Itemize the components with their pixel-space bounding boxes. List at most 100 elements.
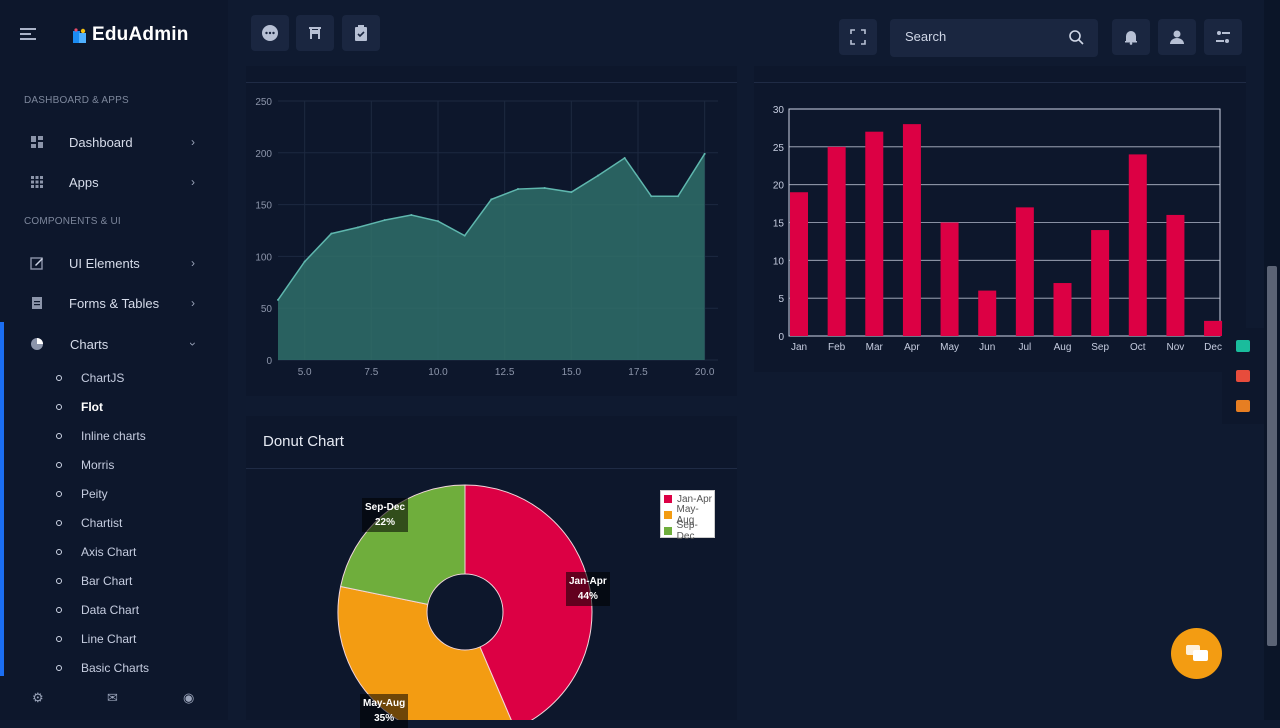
y-tick-label: 20 <box>773 181 785 192</box>
sidebar-item-ui-elements[interactable]: UI Elements › <box>0 245 228 281</box>
fullscreen-button[interactable] <box>839 19 877 55</box>
card-header-divider <box>246 468 737 469</box>
grid-icon <box>31 176 43 188</box>
legend-item: Jan-Apr <box>661 491 714 507</box>
submenu-item-peity[interactable]: Peity <box>56 484 108 504</box>
bullet-icon <box>56 665 62 671</box>
sidebar-item-label: Forms & Tables <box>69 295 160 311</box>
y-tick-label: 0 <box>266 356 272 367</box>
mail-icon[interactable]: ✉ <box>107 690 118 705</box>
power-icon[interactable]: ◉ <box>183 690 195 705</box>
legend-swatch <box>664 527 672 535</box>
scrollbar-thumb[interactable] <box>1267 266 1277 646</box>
submenu-item-morris[interactable]: Morris <box>56 455 114 475</box>
x-tick-label: Jan <box>791 342 807 353</box>
bar <box>902 124 921 336</box>
legend-label: Sep-Dec <box>676 520 698 542</box>
donut-legend: Jan-Apr May-Aug Sep-Dec <box>660 490 715 542</box>
settings-icon[interactable]: ⚙ <box>32 690 44 705</box>
bullet-icon <box>56 404 62 410</box>
y-tick-label: 50 <box>261 304 273 315</box>
sidebar-item-charts[interactable]: Charts › <box>0 326 228 362</box>
sidebar-item-dashboard[interactable]: Dashboard › <box>0 124 228 160</box>
submenu-item-chartist[interactable]: Chartist <box>56 513 122 533</box>
toggle-settings-icon <box>1216 31 1230 43</box>
x-tick-label: Aug <box>1054 342 1072 353</box>
bullet-icon <box>56 607 62 613</box>
slice-percent: 44% <box>577 591 598 602</box>
hamburger-menu-icon[interactable] <box>20 28 36 42</box>
x-tick-label: 15.0 <box>562 367 582 378</box>
bar <box>827 146 846 336</box>
chevron-right-icon: › <box>191 175 195 189</box>
card-header-divider <box>246 82 737 83</box>
area-chart: 0 50 100 150 200 250 5.0 7.5 10.0 12.5 15.0 17.5 20.… <box>255 97 718 378</box>
search-icon[interactable] <box>1068 29 1084 45</box>
legend-item: May-Aug <box>661 504 714 526</box>
chevron-down-icon: › <box>186 342 200 346</box>
fullscreen-icon <box>850 29 866 45</box>
submenu-item-axis-chart[interactable]: Axis Chart <box>56 542 136 562</box>
y-tick-label: 250 <box>255 97 272 108</box>
edit-icon <box>30 257 43 270</box>
sidebar-item-label: Charts <box>70 336 109 352</box>
clipboard-check-icon <box>355 25 367 41</box>
clipboard-button[interactable] <box>342 15 380 51</box>
y-tick-label: 5 <box>778 294 784 305</box>
data-point <box>383 219 386 222</box>
x-tick-label: Mar <box>866 342 884 353</box>
flag-button[interactable] <box>296 15 334 51</box>
donut-hole <box>426 573 504 651</box>
photo-icon[interactable] <box>1236 370 1250 382</box>
bar <box>1166 214 1185 336</box>
submenu-item-chartjs[interactable]: ChartJS <box>56 368 124 388</box>
message-icon[interactable] <box>1236 400 1250 412</box>
chat-bubble-button[interactable] <box>251 15 289 51</box>
submenu-item-flot[interactable]: Flot <box>56 397 103 417</box>
pie-data-label: May-Aug 35% <box>360 694 409 728</box>
submenu-item-inline-charts[interactable]: Inline charts <box>56 426 146 446</box>
camera-icon[interactable] <box>1236 340 1250 352</box>
submenu-item-data-chart[interactable]: Data Chart <box>56 600 139 620</box>
x-tick-label: 17.5 <box>628 367 648 378</box>
bar-chart: 0 5 10 15 20 25 30 Jan Feb Mar Apr May Jun Jul Aug Sep O… <box>773 105 1223 353</box>
data-point <box>570 191 573 194</box>
user-icon <box>1170 30 1184 44</box>
data-point <box>463 234 466 237</box>
user-profile-button[interactable] <box>1158 19 1196 55</box>
slice-name: Sep-Dec <box>365 502 406 513</box>
chat-fab-button[interactable] <box>1171 628 1222 679</box>
bell-icon <box>1125 31 1137 45</box>
data-point <box>303 260 306 263</box>
data-point <box>330 232 333 235</box>
data-point <box>490 198 493 201</box>
submenu-item-basic-charts[interactable]: Basic Charts <box>56 658 149 678</box>
page-scrollbar[interactable] <box>1264 0 1280 720</box>
submenu-label: Morris <box>81 458 115 472</box>
sidebar-item-apps[interactable]: Apps › <box>0 164 228 200</box>
card-header-divider <box>754 82 1246 83</box>
logo-icon <box>73 28 86 43</box>
data-point <box>623 156 626 159</box>
search-input[interactable] <box>905 29 1055 44</box>
x-tick-label: Jun <box>979 342 995 353</box>
legend-label: Jan-Apr <box>677 493 713 505</box>
x-tick-label: Dec <box>1204 342 1222 353</box>
y-tick-label: 100 <box>255 252 272 263</box>
flag-icon <box>309 27 321 39</box>
sidebar-item-forms-tables[interactable]: Forms & Tables › <box>0 285 228 321</box>
notifications-button[interactable] <box>1112 19 1150 55</box>
submenu-item-bar-chart[interactable]: Bar Chart <box>56 571 132 591</box>
submenu-label: Line Chart <box>81 632 137 646</box>
brand-name[interactable]: EduAdmin <box>92 24 189 45</box>
submenu-item-line-chart[interactable]: Line Chart <box>56 629 136 649</box>
bar <box>1053 283 1072 336</box>
chevron-right-icon: › <box>191 296 195 310</box>
legend-label: May-Aug <box>676 504 699 526</box>
submenu-label: Bar Chart <box>81 574 133 588</box>
pie-data-label: Sep-Dec 22% <box>362 498 409 532</box>
slice-name: May-Aug <box>363 698 406 709</box>
settings-panel-button[interactable] <box>1204 19 1242 55</box>
x-tick-label: 10.0 <box>428 367 448 378</box>
chat-dots-icon <box>262 25 278 41</box>
